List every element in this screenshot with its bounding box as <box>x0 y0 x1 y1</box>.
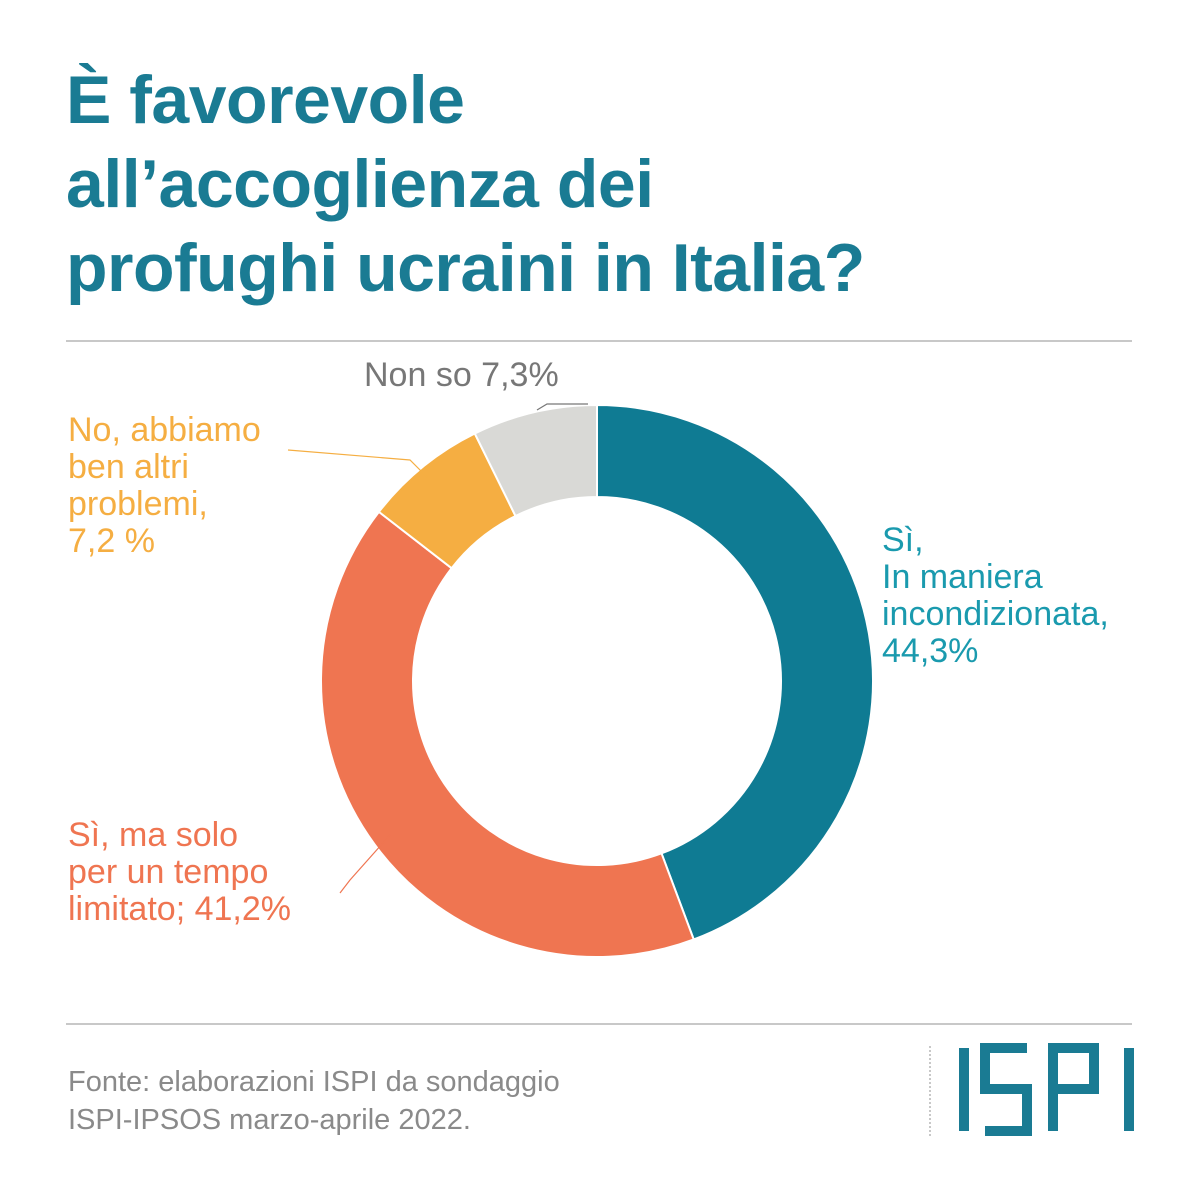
label-si-incond-line-1: Sì, <box>882 522 1109 559</box>
label-si-incond-line-3: incondizionata, <box>882 596 1109 633</box>
label-si-incondizionata: Sì, In maniera incondizionata, 44,3% <box>882 522 1109 670</box>
label-si-limitato-line-3: limitato; 41,2% <box>68 891 291 928</box>
ispi-logo <box>955 1034 1140 1144</box>
title-line-3: profughi ucraini in Italia? <box>66 226 1146 310</box>
page-title: È favorevole all’accoglienza dei profugh… <box>66 58 1146 310</box>
leader-line-no <box>288 450 428 478</box>
title-line-2: all’accoglienza dei <box>66 142 1146 226</box>
label-non-so: Non so 7,3% <box>364 357 559 394</box>
label-no-line-1: No, abbiamo <box>68 412 261 449</box>
bottom-divider <box>66 1023 1132 1025</box>
leader-line-si-limitato <box>340 835 390 893</box>
label-no: No, abbiamo ben altri problemi, 7,2 % <box>68 412 261 560</box>
label-si-limitato: Sì, ma solo per un tempo limitato; 41,2% <box>68 817 291 928</box>
source-line-2: ISPI-IPSOS marzo-aprile 2022. <box>68 1101 560 1139</box>
label-si-limitato-line-1: Sì, ma solo <box>68 817 291 854</box>
slice-si-limitato <box>321 512 694 957</box>
label-si-incond-line-2: In maniera <box>882 559 1109 596</box>
source-note: Fonte: elaborazioni ISPI da sondaggio IS… <box>68 1063 560 1139</box>
label-no-line-4: 7,2 % <box>68 523 261 560</box>
label-no-line-3: problemi, <box>68 486 261 523</box>
label-no-line-2: ben altri <box>68 449 261 486</box>
source-line-1: Fonte: elaborazioni ISPI da sondaggio <box>68 1063 560 1101</box>
logo-separator <box>929 1046 931 1136</box>
label-si-incond-line-4: 44,3% <box>882 633 1109 670</box>
label-si-limitato-line-2: per un tempo <box>68 854 291 891</box>
label-non-so-line-1: Non so 7,3% <box>364 357 559 394</box>
title-line-1: È favorevole <box>66 58 1146 142</box>
